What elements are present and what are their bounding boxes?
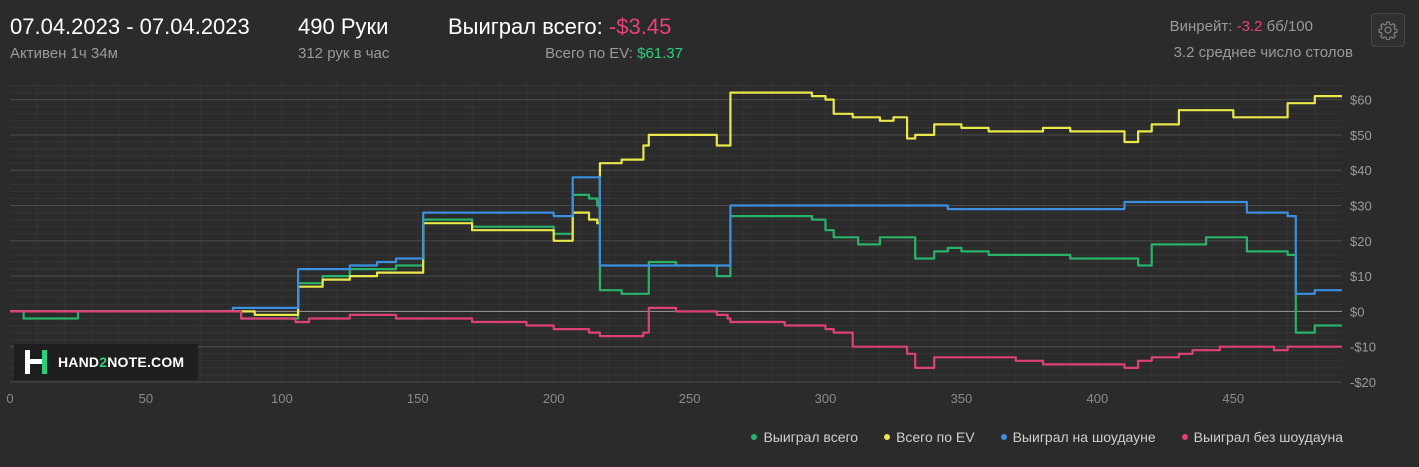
y-tick-label: $40 (1350, 163, 1372, 178)
hands-count: 490 Руки (298, 14, 389, 39)
legend-item-showdown[interactable]: Выиграл на шоудауне (1000, 429, 1156, 445)
hand2note-logo: HAND2NOTE.COM (14, 344, 198, 380)
series-line-nonshowdown (10, 306, 1342, 369)
legend-label: Выиграл без шоудауна (1193, 429, 1343, 445)
legend-item-won[interactable]: Выиграл всего (751, 429, 858, 445)
won-total: Выиграл всего: -$3.45 (448, 14, 671, 40)
won-total-label: Выиграл всего: (448, 14, 603, 39)
x-tick-label: 150 (407, 391, 429, 406)
x-tick-label: 0 (6, 391, 13, 406)
y-tick-label: $60 (1350, 93, 1372, 108)
winrate: Винрейт: -3.2 бб/100 (1170, 18, 1313, 35)
winrate-unit: бб/100 (1266, 18, 1313, 35)
settings-button[interactable] (1371, 13, 1405, 47)
x-tick-label: 200 (543, 391, 565, 406)
legend-marker-showdown (1000, 434, 1007, 440)
y-tick-label: -$20 (1350, 375, 1376, 390)
x-tick-label: 250 (679, 391, 701, 406)
x-tick-label: 100 (271, 391, 293, 406)
hands-per-hour: 312 рук в час (298, 45, 390, 62)
x-tick-label: 400 (1086, 391, 1108, 406)
y-tick-label: $0 (1350, 304, 1364, 319)
y-tick-label: $50 (1350, 128, 1372, 143)
gear-icon (1378, 21, 1398, 40)
x-tick-label: 450 (1222, 391, 1244, 406)
results-chart[interactable]: 0 50 100 150 200 250 300 350 400 450 $60 $50 $40 $30… (0, 80, 1419, 416)
legend-label: Выиграл всего (763, 429, 859, 445)
y-tick-label: -$10 (1350, 340, 1376, 355)
ev-total-label: Всего по EV: (545, 45, 633, 62)
y-tick-label: $30 (1350, 199, 1372, 214)
legend-label: Всего по EV (896, 429, 975, 445)
hand2note-logo-text: HAND2NOTE.COM (58, 354, 185, 370)
series-line-showdown (10, 176, 1342, 313)
hand2note-logo-icon (25, 350, 47, 374)
x-tick-label: 350 (951, 391, 973, 406)
legend-marker-ev (884, 434, 891, 440)
legend-item-ev[interactable]: Всего по EV (884, 429, 975, 445)
winrate-value: -3.2 (1236, 18, 1263, 35)
chart-legend: Выиграл всего Всего по EV Выиграл на шоу… (751, 429, 1343, 445)
winrate-label: Винрейт: (1169, 18, 1233, 35)
legend-item-nonshowdown[interactable]: Выиграл без шоудауна (1181, 429, 1343, 445)
x-tick-label: 300 (815, 391, 837, 406)
x-tick-label: 50 (139, 391, 153, 406)
ev-total: Всего по EV: $61.37 (545, 45, 683, 62)
stats-header: 07.04.2023 - 07.04.2023 Активен 1ч 34м 4… (0, 0, 1419, 80)
legend-marker-won (751, 434, 758, 440)
legend-marker-nonshowdown (1181, 434, 1188, 440)
date-range: 07.04.2023 - 07.04.2023 (10, 14, 250, 39)
y-tick-label: $10 (1350, 269, 1372, 284)
y-tick-label: $20 (1350, 234, 1372, 249)
active-time: Активен 1ч 34м (10, 45, 118, 62)
avg-tables: 3.2 среднее число столов (1173, 44, 1353, 61)
ev-total-value: $61.37 (637, 45, 683, 62)
won-total-value: -$3.45 (608, 14, 672, 39)
series-line-ev (10, 91, 1342, 316)
legend-label: Выиграл на шоудауне (1012, 429, 1156, 445)
